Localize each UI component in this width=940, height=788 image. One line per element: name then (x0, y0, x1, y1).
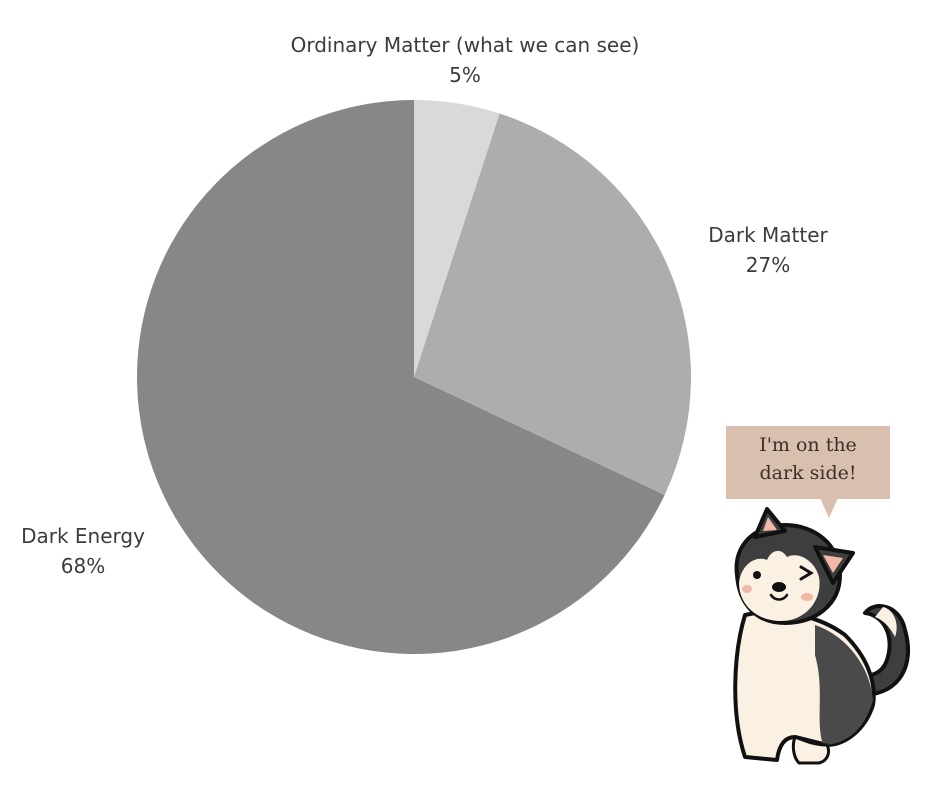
speech-bubble: I'm on the dark side! (726, 426, 890, 499)
slice-value-ordinary-matter: 5% (449, 63, 481, 87)
slice-name-ordinary-matter: Ordinary Matter (what we can see) (290, 33, 640, 57)
slice-value-dark-energy: 68% (60, 554, 106, 578)
speech-bubble-line-1: I'm on the (759, 434, 857, 456)
husky-dog-icon (733, 507, 911, 765)
slice-label-dark-energy: Dark Energy 68% (10, 521, 156, 581)
pie-slice-dark-matter (414, 113, 691, 495)
slice-label-dark-matter: Dark Matter 27% (690, 220, 846, 280)
slice-name-dark-energy: Dark Energy (21, 524, 145, 548)
pie-slice-ordinary-matter (414, 100, 500, 377)
pie-slice-dark-energy (136, 100, 665, 654)
slice-name-dark-matter: Dark Matter (708, 223, 828, 247)
speech-bubble-line-2: dark side! (759, 462, 857, 484)
speech-bubble-tail (820, 498, 838, 518)
slice-label-ordinary-matter: Ordinary Matter (what we can see) 5% (290, 30, 640, 90)
slice-value-dark-matter: 27% (745, 253, 791, 277)
